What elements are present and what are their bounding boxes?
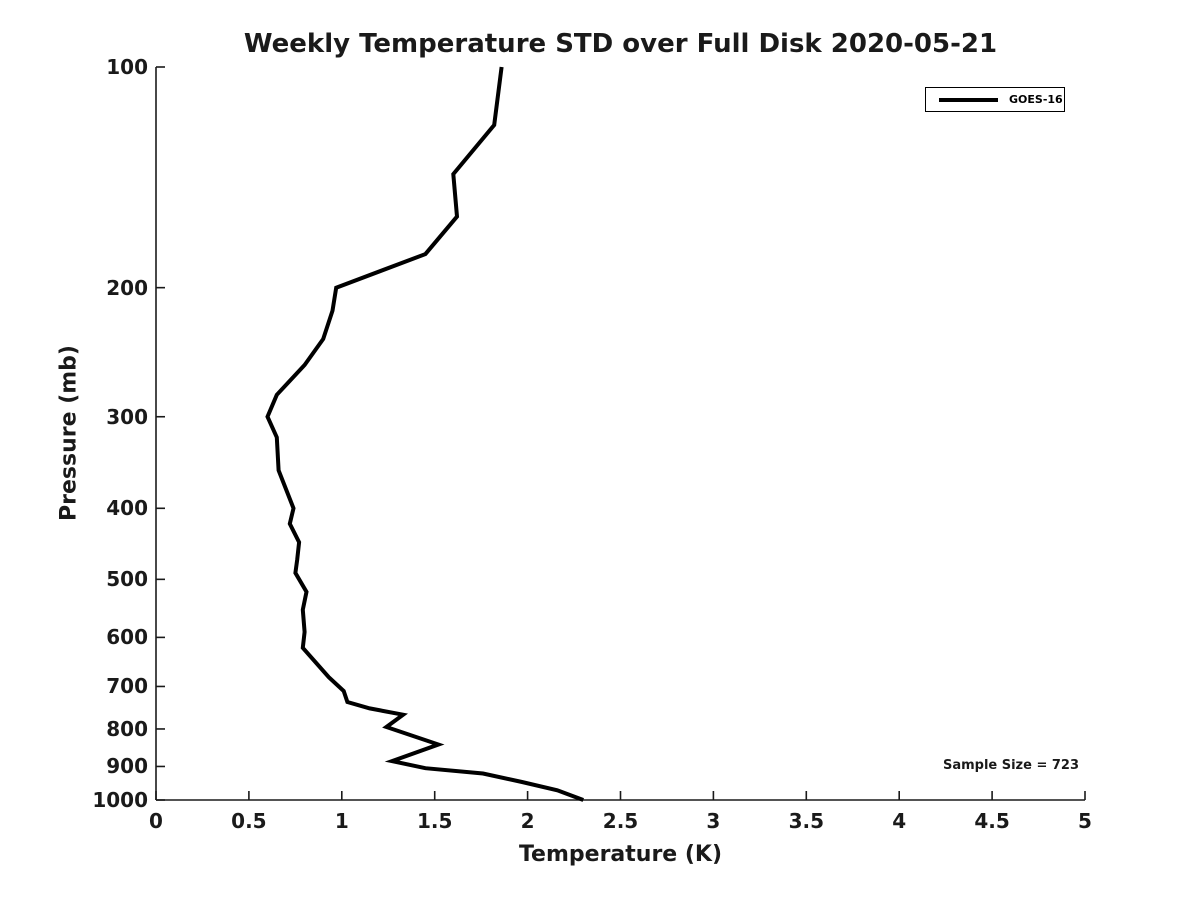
y-tick-label: 300 — [106, 404, 148, 429]
y-axis-label: Pressure (mb) — [56, 345, 82, 521]
sample-size-annotation: Sample Size = 723 — [942, 758, 1080, 773]
x-tick-label: 3 — [706, 809, 721, 833]
x-tick-label: 0.5 — [231, 809, 267, 833]
y-tick-label: 800 — [106, 716, 148, 741]
x-tick-label: 4 — [892, 809, 907, 833]
x-tick-label: 5 — [1078, 809, 1092, 833]
legend-line-sample — [939, 97, 998, 102]
x-tick-label: 2.5 — [602, 809, 639, 833]
y-tick-label: 100 — [106, 55, 148, 79]
x-tick-label: 1 — [334, 809, 349, 833]
y-tick-label: 600 — [106, 625, 148, 650]
x-tick-label: 2 — [520, 809, 535, 833]
y-tick-label: 200 — [106, 275, 148, 300]
y-tick-label: 700 — [106, 674, 148, 699]
chart-title: Weekly Temperature STD over Full Disk 20… — [243, 29, 998, 59]
legend: GOES-16 — [925, 87, 1065, 112]
x-axis-label: Temperature (K) — [518, 842, 723, 867]
y-tick-label: 400 — [106, 496, 148, 521]
y-tick-label: 1000 — [92, 788, 148, 812]
x-tick-label: 1.5 — [416, 809, 453, 833]
legend-label: GOES-16 — [1009, 93, 1063, 106]
x-tick-label: 0 — [149, 809, 163, 833]
y-tick-label: 900 — [106, 754, 148, 779]
series-line-goes-16 — [265, 66, 584, 802]
y-tick-label: 500 — [106, 567, 148, 592]
x-tick-label: 4.5 — [974, 809, 1010, 833]
x-tick-label: 3.5 — [788, 809, 825, 833]
